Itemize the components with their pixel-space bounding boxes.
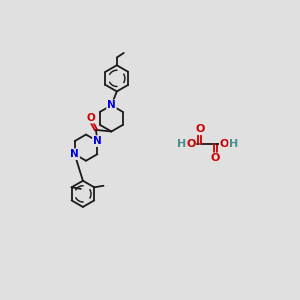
Text: N: N [93, 136, 102, 146]
Text: N: N [70, 149, 79, 159]
Text: O: O [211, 153, 220, 164]
Text: O: O [195, 124, 205, 134]
Text: H: H [229, 139, 239, 149]
Text: O: O [86, 112, 95, 123]
Text: N: N [107, 100, 116, 110]
Text: O: O [186, 139, 195, 149]
Text: O: O [220, 139, 229, 149]
Text: H: H [177, 139, 186, 149]
